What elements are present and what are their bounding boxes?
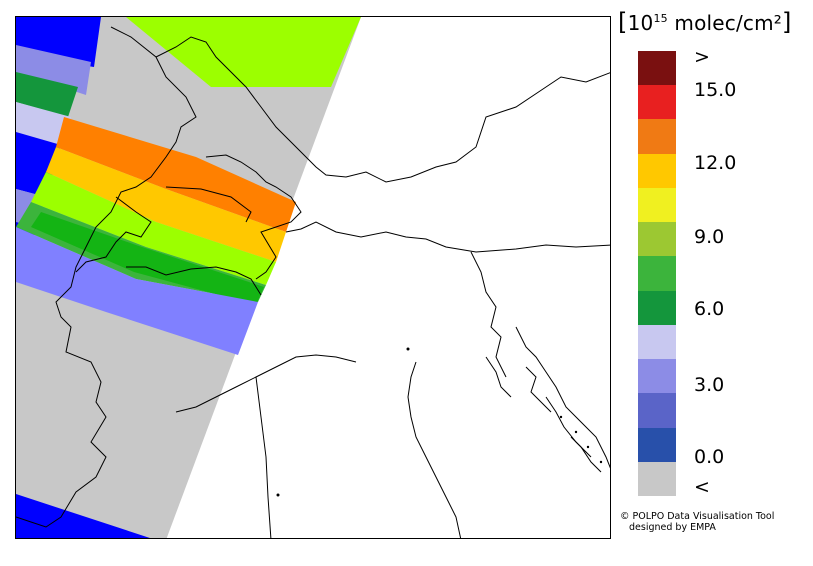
legend-swatch-band-7.5 — [638, 256, 676, 292]
legend-swatch-band-3 — [638, 359, 676, 394]
legend-label: 6.0 — [694, 298, 725, 320]
swath-band-green2 — [31, 212, 264, 305]
credit-line: designed by EMPA — [629, 521, 716, 533]
credit-line: © POLPO Data Visualisation Tool — [620, 511, 775, 522]
legend-label: 0.0 — [694, 446, 725, 468]
legend-swatch-band-0 — [638, 427, 676, 463]
legend-label: > — [694, 46, 710, 68]
legend-label: 12.0 — [694, 152, 737, 174]
legend-colorbar — [638, 51, 676, 497]
legend-swatch-below-min — [638, 461, 676, 497]
legend-label: 15.0 — [694, 79, 737, 101]
islands — [276, 347, 603, 497]
borders — [16, 26, 610, 538]
swath-band-blue — [16, 227, 258, 355]
legend-swatch-band-15 — [638, 85, 676, 120]
legend-swatch-band-4.5 — [638, 324, 676, 360]
swath-pixel — [16, 102, 71, 145]
legend-label: 3.0 — [694, 374, 725, 396]
legend-label: 9.0 — [694, 226, 725, 248]
legend-swatch-band-10.5 — [638, 187, 676, 223]
map-panel — [15, 16, 611, 539]
legend-swatch-band-13.5 — [638, 119, 676, 155]
swath-band-lime — [31, 172, 276, 285]
legend-swatch-band-9 — [638, 222, 676, 257]
legend-swatch-band-1.5 — [638, 393, 676, 429]
swath-pixel — [16, 72, 78, 117]
map-svg — [16, 17, 610, 538]
swath-band-orange — [56, 117, 296, 232]
legend-unit-title: [1015 molec/cm²] — [618, 8, 792, 36]
legend-label: < — [694, 476, 710, 498]
legend-swatch-band-6 — [638, 290, 676, 326]
swath-band-amber — [46, 147, 286, 262]
swath-pixel — [16, 494, 150, 538]
legend-swatch-above-max — [638, 51, 676, 86]
legend-swatch-band-12 — [638, 153, 676, 189]
swath-pixel — [16, 45, 91, 95]
swath-pixel — [126, 17, 361, 87]
credit-text: © POLPO Data Visualisation Tool designed… — [620, 511, 775, 533]
